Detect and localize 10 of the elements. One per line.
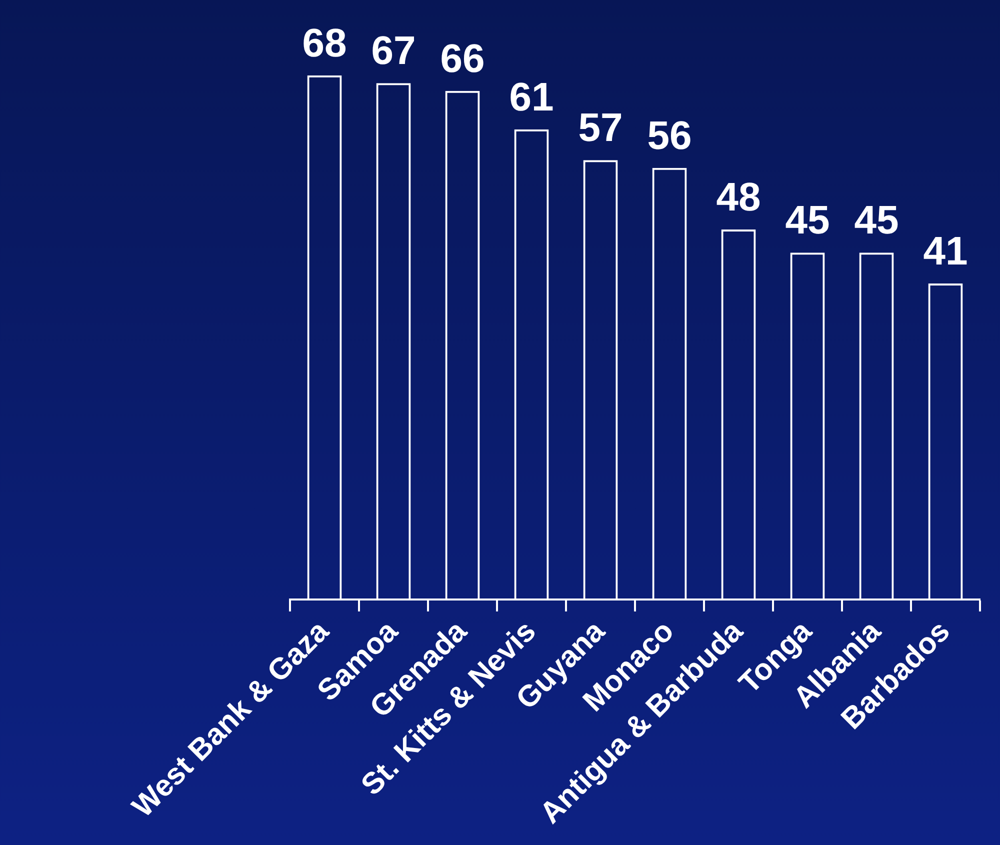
data-label: 66 <box>440 36 485 81</box>
data-label: 41 <box>923 230 968 274</box>
data-label: 67 <box>371 29 416 74</box>
data-label: 61 <box>509 75 554 120</box>
data-label: 57 <box>578 106 623 150</box>
data-label: 56 <box>647 114 692 158</box>
data-label: 48 <box>716 176 761 220</box>
data-label: 45 <box>854 198 899 243</box>
data-label: 68 <box>302 21 347 66</box>
data-label: 45 <box>785 198 830 243</box>
